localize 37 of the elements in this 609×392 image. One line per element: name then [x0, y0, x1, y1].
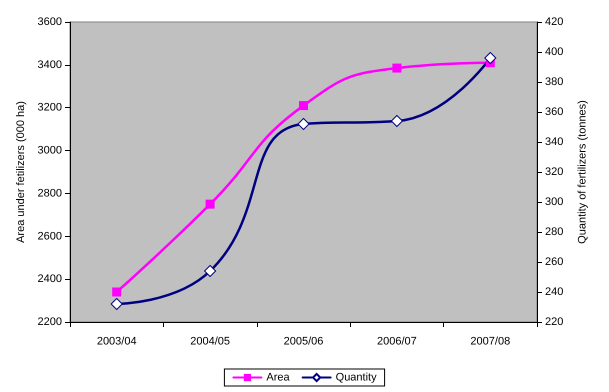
x-tick-label: 2003/04 — [96, 336, 137, 348]
y-tick-label: 3400 — [38, 58, 62, 71]
point — [110, 298, 123, 310]
y2-tick-label: 420 — [545, 16, 564, 28]
point — [298, 118, 310, 130]
y-tick-label: 2200 — [38, 316, 62, 328]
x-tick-label: 2006/07 — [377, 336, 417, 348]
y2-tick-label: 300 — [545, 196, 564, 208]
x-tick-label: 2005/06 — [284, 336, 324, 348]
y2-tick-label: 240 — [545, 286, 564, 298]
y-tick-label: 2600 — [38, 230, 62, 242]
y2-axis-title: Quantity of fertilizers (tonnes) — [576, 100, 588, 244]
y2-tick-label: 400 — [545, 46, 564, 58]
y-tick-label: 3000 — [38, 144, 62, 157]
x-tick-label: 2007/08 — [470, 336, 510, 348]
y2-tick-label: 320 — [545, 166, 564, 178]
y-tick-label: 3200 — [38, 102, 62, 114]
y-tick-label: 2800 — [38, 187, 62, 200]
point — [484, 52, 496, 64]
point — [204, 265, 216, 277]
point — [392, 64, 402, 73]
y2-tick-label: 380 — [545, 76, 564, 88]
y-axis-title: Area under fetilizers (000 ha) — [15, 101, 28, 243]
x-tick-label: 2004/05 — [190, 336, 230, 348]
point — [299, 101, 308, 110]
y2-tick-label: 260 — [545, 256, 564, 268]
y2-tick-label: 220 — [545, 316, 564, 328]
legend-label: Area — [266, 372, 291, 384]
point — [390, 115, 403, 127]
y2-tick-label: 340 — [545, 136, 564, 148]
y2-tick-label: 360 — [545, 106, 564, 118]
y2-tick-label: 280 — [545, 226, 564, 238]
y-tick-label: 2400 — [38, 273, 62, 286]
point — [206, 200, 215, 209]
y-tick-label: 3600 — [38, 16, 62, 28]
legend-label: Quantity — [336, 372, 378, 384]
point — [112, 288, 122, 296]
